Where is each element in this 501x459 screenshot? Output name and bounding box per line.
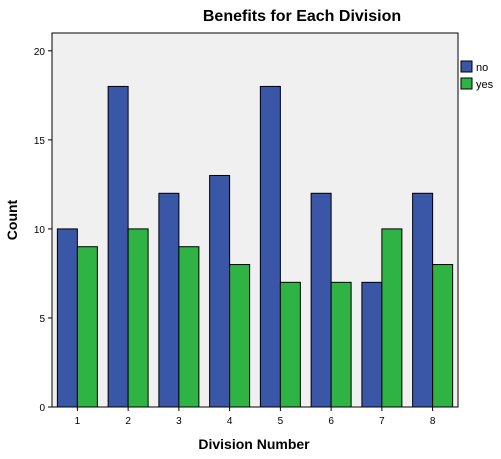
legend: no yes bbox=[460, 60, 494, 91]
x-axis: 1 2 3 4 5 6 7 8 bbox=[75, 407, 436, 427]
bar-yes-8 bbox=[432, 264, 454, 408]
legend-label-yes: yes bbox=[476, 79, 494, 91]
bar-no-7 bbox=[361, 281, 383, 408]
bar-yes-3 bbox=[178, 246, 200, 408]
chart-title: Benefits for Each Division bbox=[203, 8, 401, 25]
y-tick-label: 10 bbox=[34, 225, 46, 236]
bar-no-2 bbox=[107, 85, 129, 408]
y-axis: 0 5 10 15 20 bbox=[34, 47, 52, 414]
y-tick-label: 15 bbox=[34, 136, 46, 147]
x-tick-label: 7 bbox=[379, 416, 385, 427]
bar-no-1 bbox=[56, 228, 78, 408]
bar-yes-6 bbox=[330, 281, 352, 408]
bar-yes-1 bbox=[76, 246, 98, 408]
bars bbox=[56, 85, 454, 408]
bar-yes-2 bbox=[127, 228, 149, 408]
bar-no-4 bbox=[209, 174, 231, 408]
y-tick-label: 0 bbox=[39, 403, 45, 414]
x-tick-label: 2 bbox=[125, 416, 131, 427]
x-tick-label: 1 bbox=[75, 416, 81, 427]
bar-no-6 bbox=[310, 192, 332, 408]
y-tick-label: 5 bbox=[39, 314, 45, 325]
legend-swatch-yes bbox=[460, 77, 473, 90]
bar-no-8 bbox=[412, 192, 434, 408]
legend-label-no: no bbox=[476, 62, 488, 74]
bar-yes-7 bbox=[381, 228, 403, 408]
bar-yes-4 bbox=[229, 264, 251, 408]
x-tick-label: 8 bbox=[430, 416, 436, 427]
x-tick-label: 6 bbox=[328, 416, 334, 427]
legend-swatch-no bbox=[460, 60, 473, 73]
x-axis-label: Division Number bbox=[198, 436, 310, 452]
y-tick-label: 20 bbox=[34, 47, 46, 58]
x-tick-label: 3 bbox=[176, 416, 182, 427]
bar-no-5 bbox=[259, 85, 281, 408]
bar-yes-5 bbox=[279, 281, 301, 408]
y-axis-label: Count bbox=[4, 199, 20, 240]
x-tick-label: 4 bbox=[227, 416, 233, 427]
x-tick-label: 5 bbox=[278, 416, 284, 427]
bar-no-3 bbox=[158, 192, 180, 408]
